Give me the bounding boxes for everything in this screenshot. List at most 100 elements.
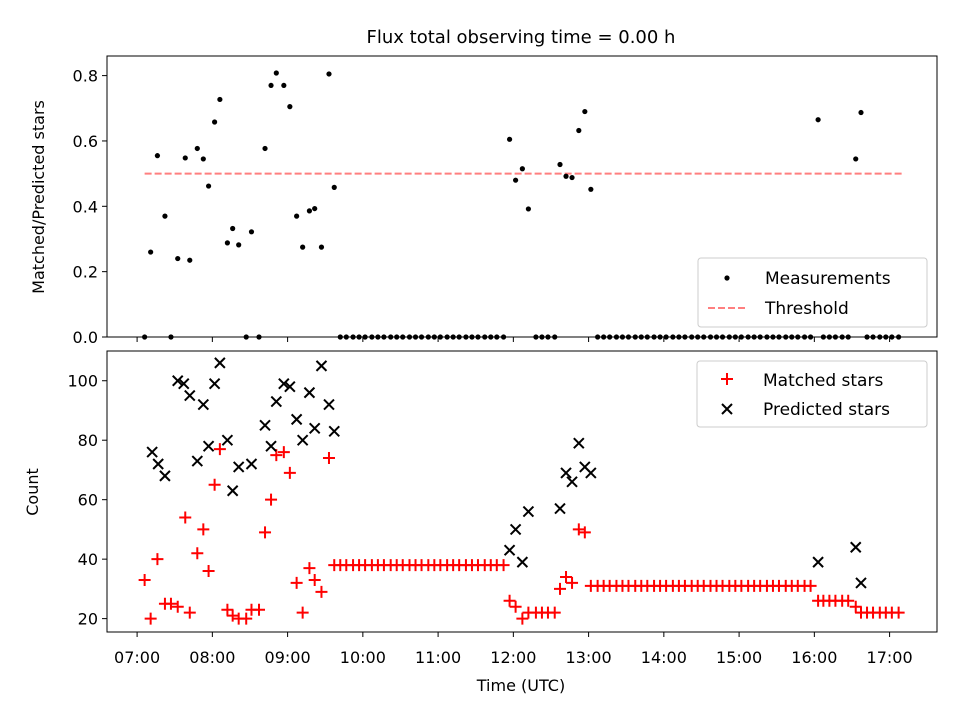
measurement-point (230, 225, 236, 232)
predicted-star-marker (284, 380, 296, 393)
measurement-point (294, 213, 300, 219)
matched-star-marker (804, 579, 817, 592)
matched-star-marker (197, 523, 210, 536)
x-tick-label: 13:00 (566, 648, 612, 667)
measurement-point (582, 108, 588, 115)
matched-star-marker (315, 585, 328, 598)
y-tick-label: 0.2 (73, 263, 98, 282)
matched-star-marker (572, 523, 585, 536)
measurement-point (525, 206, 531, 212)
measurement-point (162, 213, 168, 219)
y-tick-label: 100 (67, 372, 98, 391)
predicted-star-marker (503, 544, 516, 556)
x-tick-label: 09:00 (265, 648, 311, 667)
matched-star-marker (283, 466, 296, 479)
predicted-star-marker (270, 395, 283, 408)
predicted-star-marker (208, 378, 221, 390)
predicted-star-marker (323, 398, 335, 411)
predicted-star-marker (516, 556, 529, 568)
x-tick-label: 08:00 (189, 648, 235, 667)
predicted-star-marker (560, 467, 572, 479)
legend-predicted-label: Predicted stars (763, 400, 890, 420)
matched-star-marker (259, 526, 272, 539)
legend-matched-marker (721, 373, 733, 385)
legend-measurements-marker (724, 275, 730, 281)
predicted-star-marker (191, 455, 204, 467)
count-panel: 07:00 08:00 09:00 10:00 11:00 12:00 13:00 14:00… (23, 350, 938, 695)
ratio-panel: 0.00.20.40.60.8 Matched/Predicted stars … (29, 55, 938, 347)
predicted-star-marker (328, 425, 340, 437)
predicted-star-marker (245, 458, 258, 470)
measurement-point (300, 244, 306, 250)
measurement-point (858, 109, 864, 116)
ratio-y-ticks: 0.0 0.2 0.4 0.6 0.8 (73, 67, 107, 347)
measurement-point (331, 184, 337, 190)
predicted-star-marker (296, 434, 309, 446)
measurement-point (281, 82, 287, 89)
predicted-star-marker (214, 357, 226, 369)
measurement-point (182, 155, 188, 161)
x-tick-label: 16:00 (791, 648, 837, 667)
y-tick-label: 0.8 (73, 67, 98, 86)
predicted-star-marker (202, 440, 215, 452)
matched-star-marker (560, 570, 573, 583)
count-legend-box (696, 360, 928, 428)
predicted-star-marker (315, 360, 328, 372)
matched-star-marker (144, 612, 157, 625)
legend-measurements-label: Measurements (765, 269, 891, 289)
count-plot-frame (106, 350, 938, 633)
measurement-point (154, 153, 161, 159)
matched-star-marker (164, 597, 177, 610)
matched-star-marker (516, 612, 529, 625)
matched-star-marker (226, 609, 239, 622)
predicted-star-marker (172, 375, 184, 387)
predicted-star-marker (221, 434, 234, 446)
matched-star-marker (497, 559, 510, 572)
matched-star-marker (290, 576, 303, 589)
x-tick-label: 14:00 (641, 648, 687, 667)
chart-title: Flux total observing time = 0.00 h (367, 27, 676, 48)
matched-star-marker (322, 452, 335, 465)
matched-star-marker (151, 553, 164, 566)
ratio-legend-box (697, 257, 928, 328)
predicted-star-marker (197, 398, 210, 411)
predicted-star-marker (178, 378, 190, 390)
x-tick-label: 17:00 (867, 648, 913, 667)
matched-star-marker (221, 603, 234, 616)
predicted-star-marker (573, 437, 585, 449)
ratio-plot-frame (106, 55, 938, 338)
measurement-point (519, 166, 525, 172)
matched-star-marker (308, 573, 321, 586)
predicted-star-marker (303, 386, 316, 399)
measurement-point (205, 183, 212, 189)
predicted-star-marker (184, 389, 196, 402)
ratio-x-ticks (136, 337, 891, 342)
measurement-point (200, 156, 206, 162)
predicted-star-marker (159, 470, 171, 482)
measurement-point (287, 104, 293, 110)
predicted-star-marker (146, 446, 158, 458)
count-legend: Matched stars Predicted stars (696, 360, 928, 428)
measurement-point (318, 244, 325, 250)
measurement-point (217, 96, 223, 103)
measurement-point (148, 249, 154, 255)
measurement-point (588, 186, 594, 192)
predicted-star-marker (850, 541, 862, 553)
matched-star-marker (202, 565, 215, 578)
measurement-point (268, 82, 274, 89)
matched-star-marker (578, 526, 591, 539)
measurement-point (576, 127, 582, 134)
predicted-star-marker (232, 461, 245, 473)
predicted-star-marker (152, 458, 164, 470)
legend-matched-label: Matched stars (763, 371, 883, 391)
x-tick-label: 07:00 (114, 648, 160, 667)
measurement-point (175, 255, 181, 262)
matched-star-marker (849, 600, 862, 613)
measurement-point (815, 117, 821, 123)
matched-star-marker (213, 443, 226, 456)
matched-star-marker (253, 603, 266, 616)
predicted-star-markers (146, 357, 867, 589)
measurement-point (312, 205, 318, 212)
matched-star-marker (554, 582, 567, 595)
